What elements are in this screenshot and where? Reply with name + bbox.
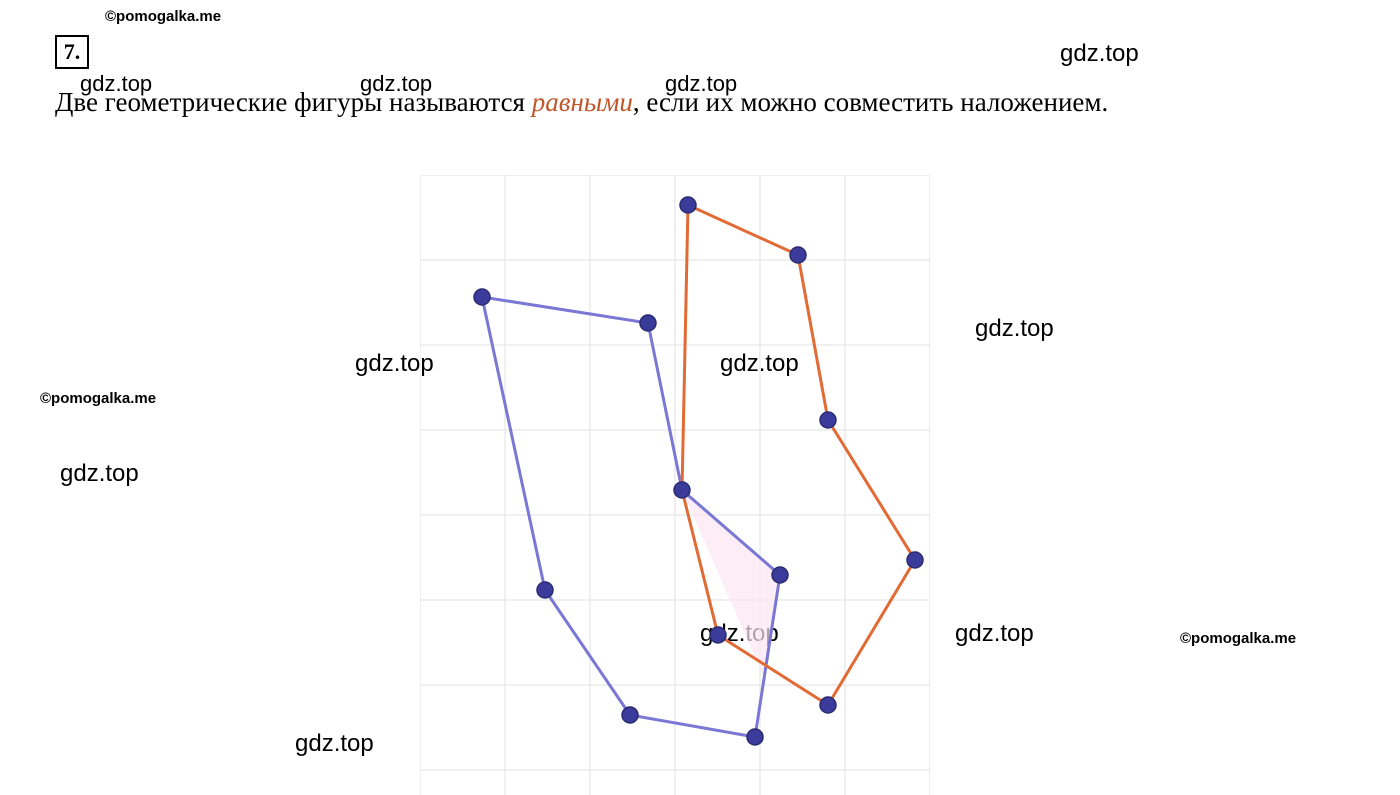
vertices [474, 197, 923, 745]
body-text: Две геометрические фигуры называются рав… [55, 82, 1370, 124]
geometry-diagram [420, 175, 930, 795]
watermark-6: gdz.top [975, 315, 1054, 343]
overlap-fill [682, 490, 780, 680]
copyright-mid: ©pomogalka.me [40, 390, 156, 407]
polygon-blue [482, 297, 780, 737]
copyright-top: ©pomogalka.me [105, 8, 221, 25]
watermark-10: gdz.top [295, 730, 374, 758]
copyright-right: ©pomogalka.me [1180, 630, 1296, 647]
body-text-highlight: равными [532, 87, 633, 117]
body-text-pre: Две геометрические фигуры называются [55, 87, 532, 117]
watermark-0: gdz.top [1060, 40, 1139, 68]
body-text-post: , если их можно совместить наложением. [633, 87, 1108, 117]
watermark-7: gdz.top [60, 460, 139, 488]
watermark-9: gdz.top [955, 620, 1034, 648]
problem-number: 7. [55, 35, 89, 69]
